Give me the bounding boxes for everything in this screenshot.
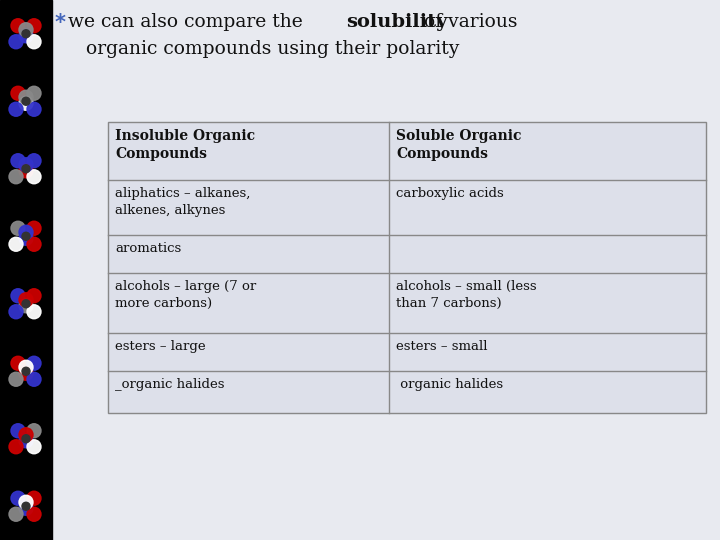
Circle shape (19, 360, 33, 374)
Circle shape (22, 502, 30, 510)
Text: organic compounds using their polarity: organic compounds using their polarity (86, 40, 459, 58)
Circle shape (11, 289, 25, 303)
Circle shape (19, 29, 33, 43)
Text: Soluble Organic
Compounds: Soluble Organic Compounds (396, 129, 521, 161)
Circle shape (22, 435, 30, 443)
Circle shape (27, 170, 41, 184)
Bar (108, 122, 706, 413)
Circle shape (22, 97, 30, 105)
Circle shape (11, 491, 25, 505)
Circle shape (27, 154, 41, 168)
Circle shape (9, 170, 23, 184)
Text: alcohols – large (7 or
more carbons): alcohols – large (7 or more carbons) (115, 280, 256, 310)
Circle shape (11, 221, 25, 235)
Text: Insoluble Organic
Compounds: Insoluble Organic Compounds (115, 129, 255, 161)
Circle shape (19, 164, 33, 178)
Circle shape (19, 23, 33, 37)
Circle shape (19, 428, 33, 442)
Circle shape (27, 424, 41, 438)
Circle shape (27, 440, 41, 454)
Circle shape (9, 102, 23, 116)
Circle shape (9, 237, 23, 251)
Circle shape (11, 86, 25, 100)
Circle shape (27, 507, 41, 521)
Circle shape (11, 19, 25, 33)
Circle shape (27, 102, 41, 116)
Circle shape (27, 289, 41, 303)
Circle shape (19, 299, 33, 313)
Text: we can also compare the: we can also compare the (68, 13, 302, 31)
Circle shape (19, 231, 33, 245)
Circle shape (19, 90, 33, 104)
Circle shape (27, 372, 41, 386)
Bar (0, 0, 52, 540)
Bar (108, 122, 706, 413)
Circle shape (9, 372, 23, 386)
Circle shape (22, 367, 30, 375)
Circle shape (11, 424, 25, 438)
Circle shape (27, 356, 41, 370)
Text: solubility: solubility (346, 13, 448, 31)
Circle shape (27, 237, 41, 251)
Circle shape (22, 165, 30, 173)
Circle shape (19, 293, 33, 307)
Circle shape (19, 225, 33, 239)
Text: _organic halides: _organic halides (115, 378, 225, 391)
Circle shape (27, 491, 41, 505)
Circle shape (27, 35, 41, 49)
Text: aliphatics – alkanes,
alkenes, alkynes: aliphatics – alkanes, alkenes, alkynes (115, 187, 251, 217)
Circle shape (19, 434, 33, 448)
Text: aromatics: aromatics (115, 242, 181, 255)
Circle shape (9, 440, 23, 454)
Circle shape (19, 96, 33, 110)
Circle shape (22, 30, 30, 38)
Text: alcohols – small (less
than 7 carbons): alcohols – small (less than 7 carbons) (396, 280, 536, 310)
Text: carboxylic acids: carboxylic acids (396, 187, 504, 200)
Circle shape (27, 19, 41, 33)
Circle shape (19, 366, 33, 380)
Circle shape (19, 495, 33, 509)
Circle shape (27, 86, 41, 100)
Circle shape (27, 221, 41, 235)
Circle shape (11, 154, 25, 168)
Circle shape (9, 35, 23, 49)
Text: of various: of various (424, 13, 518, 31)
Circle shape (9, 305, 23, 319)
Circle shape (9, 507, 23, 521)
Circle shape (27, 305, 41, 319)
Circle shape (11, 356, 25, 370)
Circle shape (22, 300, 30, 308)
Text: esters – small: esters – small (396, 340, 487, 353)
Circle shape (19, 501, 33, 515)
Circle shape (19, 158, 33, 172)
Circle shape (22, 232, 30, 240)
Text: esters – large: esters – large (115, 340, 206, 353)
Text: organic halides: organic halides (396, 378, 503, 391)
Text: *: * (55, 13, 66, 33)
